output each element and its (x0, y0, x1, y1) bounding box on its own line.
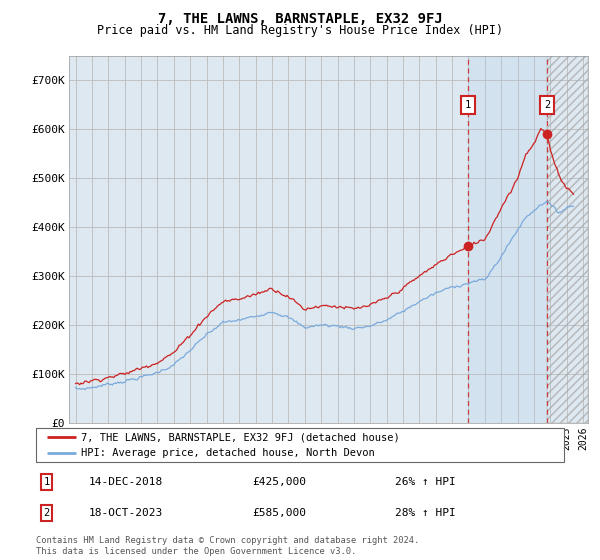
Text: HPI: Average price, detached house, North Devon: HPI: Average price, detached house, Nort… (81, 448, 374, 458)
Text: 1: 1 (43, 477, 50, 487)
Text: 7, THE LAWNS, BARNSTAPLE, EX32 9FJ: 7, THE LAWNS, BARNSTAPLE, EX32 9FJ (158, 12, 442, 26)
Text: £425,000: £425,000 (253, 477, 307, 487)
Bar (547, 56, 588, 423)
Text: 2: 2 (544, 100, 550, 110)
Text: 2: 2 (43, 508, 50, 518)
Text: Price paid vs. HM Land Registry's House Price Index (HPI): Price paid vs. HM Land Registry's House … (97, 24, 503, 37)
Text: 7, THE LAWNS, BARNSTAPLE, EX32 9FJ (detached house): 7, THE LAWNS, BARNSTAPLE, EX32 9FJ (deta… (81, 432, 400, 442)
Text: 14-DEC-2018: 14-DEC-2018 (89, 477, 163, 487)
Text: 18-OCT-2023: 18-OCT-2023 (89, 508, 163, 518)
Text: £585,000: £585,000 (253, 508, 307, 518)
Text: 28% ↑ HPI: 28% ↑ HPI (395, 508, 456, 518)
Bar (468, 56, 547, 423)
Text: 1: 1 (465, 100, 471, 110)
Text: Contains HM Land Registry data © Crown copyright and database right 2024.
This d: Contains HM Land Registry data © Crown c… (36, 536, 419, 556)
Text: 26% ↑ HPI: 26% ↑ HPI (395, 477, 456, 487)
